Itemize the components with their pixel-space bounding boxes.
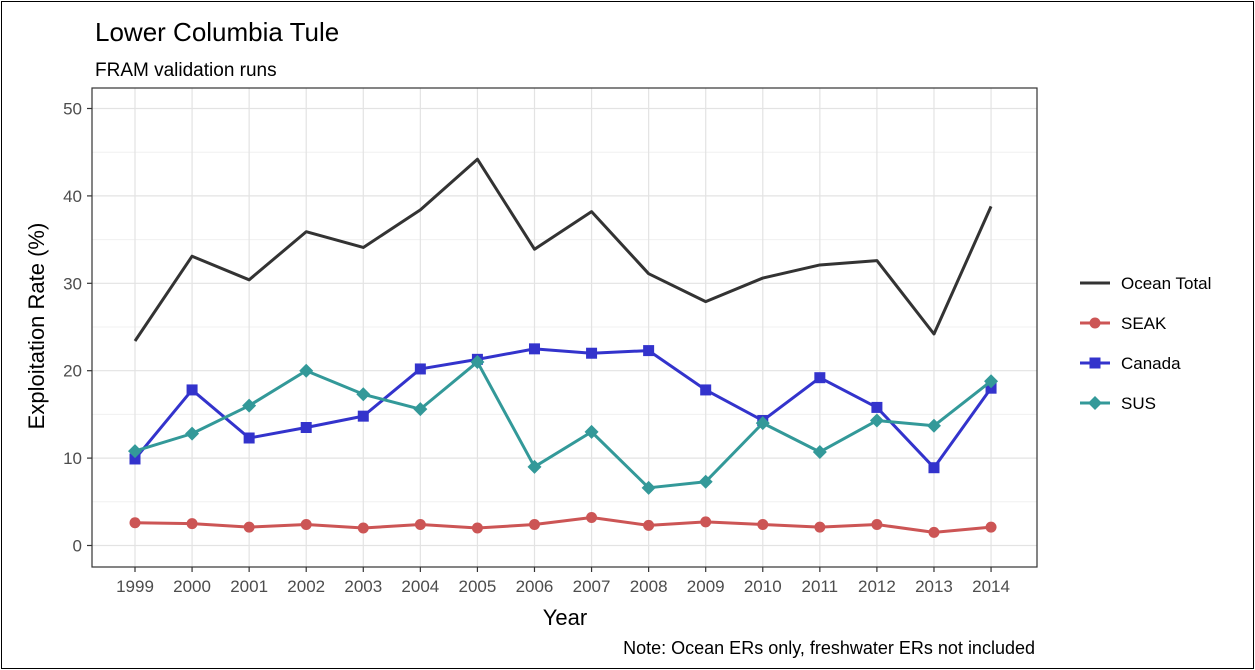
- data-point-seak: [586, 512, 597, 523]
- series-line-sus: [135, 362, 991, 488]
- x-axis: 1999 2000 2001 2002 2003 2004 2005 2006 2007 2008…: [116, 567, 1010, 596]
- legend-item-ocean-total: Ocean Total: [1080, 274, 1211, 293]
- x-tick-label: 2007: [573, 577, 611, 596]
- chart-title: Lower Columbia Tule: [95, 17, 339, 47]
- legend-label-sus: SUS: [1121, 394, 1156, 413]
- data-point-sus: [299, 364, 313, 378]
- x-tick-label: 2014: [972, 577, 1010, 596]
- data-point-canada: [643, 345, 654, 356]
- y-tick-label: 0: [73, 537, 82, 556]
- x-tick-label: 2010: [744, 577, 782, 596]
- chart-subtitle: FRAM validation runs: [95, 60, 277, 81]
- data-point-sus: [527, 460, 541, 474]
- data-point-sus: [813, 445, 827, 459]
- legend-marker-sus: [1088, 396, 1102, 410]
- data-point-canada: [415, 363, 426, 374]
- data-point-seak: [986, 522, 997, 533]
- data-point-canada: [871, 402, 882, 413]
- x-tick-label: 2012: [858, 577, 896, 596]
- data-point-seak: [301, 519, 312, 530]
- x-tick-label: 2013: [915, 577, 953, 596]
- series-line-ocean-total: [135, 159, 991, 341]
- data-point-seak: [130, 517, 141, 528]
- data-point-seak: [358, 523, 369, 534]
- chart-note: Note: Ocean ERs only, freshwater ERs not…: [623, 638, 1035, 658]
- data-point-canada: [586, 348, 597, 359]
- data-point-seak: [700, 516, 711, 527]
- data-point-seak: [187, 518, 198, 529]
- data-point-canada: [187, 384, 198, 395]
- x-tick-label: 2011: [802, 577, 839, 596]
- data-point-canada: [244, 432, 255, 443]
- x-tick-label: 2003: [344, 577, 382, 596]
- data-point-sus: [242, 399, 256, 413]
- series-line-seak: [135, 518, 991, 533]
- x-axis-title: Year: [543, 605, 587, 630]
- y-tick-label: 30: [63, 274, 82, 293]
- y-axis-title: Exploitation Rate (%): [24, 223, 49, 430]
- series-layer: [128, 159, 998, 538]
- x-tick-label: 2006: [516, 577, 554, 596]
- x-tick-label: 2001: [230, 577, 268, 596]
- data-point-seak: [757, 519, 768, 530]
- x-tick-label: 1999: [116, 577, 154, 596]
- legend-label-ocean-total: Ocean Total: [1121, 274, 1211, 293]
- x-tick-label: 2008: [630, 577, 668, 596]
- y-tick-label: 40: [63, 187, 82, 206]
- data-point-seak: [472, 523, 483, 534]
- y-tick-label: 50: [63, 100, 82, 119]
- data-point-sus: [870, 414, 884, 428]
- y-tick-label: 10: [63, 449, 82, 468]
- series-canada: [130, 343, 997, 473]
- x-tick-label: 2004: [401, 577, 439, 596]
- legend-marker-seak: [1090, 318, 1101, 329]
- series-seak: [130, 512, 997, 538]
- series-sus: [128, 355, 998, 495]
- y-axis: 0 10 20 30 40 50: [63, 100, 92, 556]
- data-point-canada: [928, 462, 939, 473]
- legend-marker-canada: [1090, 358, 1101, 369]
- data-point-canada: [301, 422, 312, 433]
- legend-item-sus: SUS: [1080, 394, 1156, 413]
- data-point-canada: [358, 411, 369, 422]
- x-tick-label: 2005: [459, 577, 497, 596]
- data-point-seak: [871, 519, 882, 530]
- data-point-sus: [356, 387, 370, 401]
- data-point-sus: [185, 427, 199, 441]
- data-point-canada: [700, 384, 711, 395]
- data-point-seak: [643, 520, 654, 531]
- legend: Ocean Total SEAK Canada SUS: [1080, 274, 1211, 413]
- data-point-seak: [814, 522, 825, 533]
- legend-label-canada: Canada: [1121, 354, 1181, 373]
- data-point-seak: [415, 519, 426, 530]
- x-tick-label: 2002: [287, 577, 325, 596]
- series-ocean-total: [135, 159, 991, 341]
- grid: [92, 88, 1037, 567]
- y-tick-label: 20: [63, 362, 82, 381]
- data-point-seak: [928, 527, 939, 538]
- legend-item-seak: SEAK: [1080, 314, 1167, 333]
- x-tick-label: 2000: [173, 577, 211, 596]
- data-point-seak: [244, 522, 255, 533]
- data-point-canada: [529, 343, 540, 354]
- data-point-seak: [529, 519, 540, 530]
- legend-label-seak: SEAK: [1121, 314, 1167, 333]
- legend-item-canada: Canada: [1080, 354, 1181, 373]
- data-point-canada: [814, 372, 825, 383]
- x-tick-label: 2009: [687, 577, 725, 596]
